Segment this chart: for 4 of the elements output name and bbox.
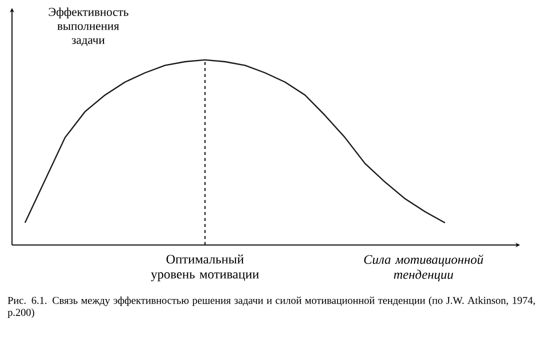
text: Рис. 6.1. Связь между эффективностью решения задачи и силой мотивационной тенденции (по J.W. Atkinson, 1974, p.200) bbox=[8, 296, 535, 318]
x-axis-title: Сила мотивационной тенденции bbox=[364, 254, 484, 282]
text: Оптимальный уровень мотивации bbox=[150, 254, 259, 282]
y-axis-title: Эффективность выполнения задачи bbox=[48, 8, 128, 46]
